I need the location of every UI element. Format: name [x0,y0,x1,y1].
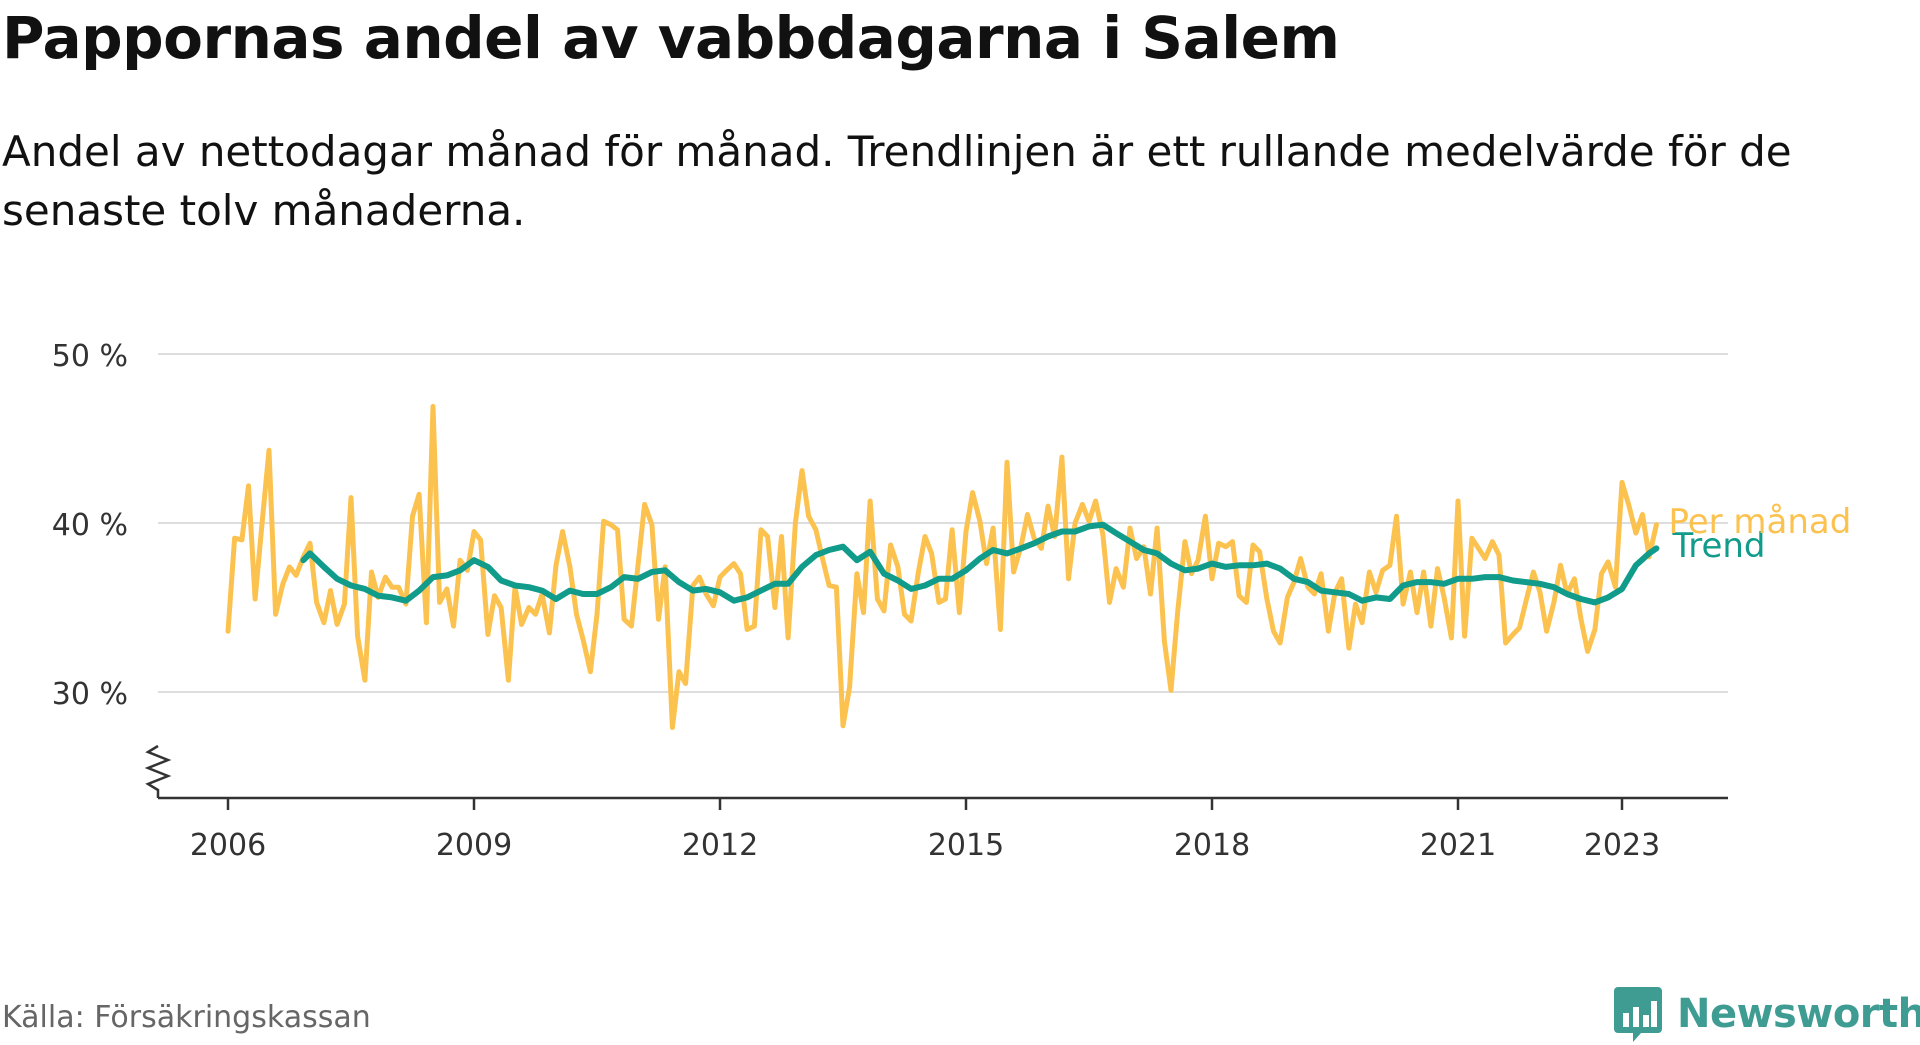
source-note: Källa: Försäkringskassan [2,1000,371,1035]
series-label-trend: Trend [1671,526,1765,566]
newsworthy-logo-icon [1614,987,1662,1042]
y-tick-label: 40 % [52,508,128,543]
x-tick-label: 2015 [928,828,1004,863]
x-tick-label: 2012 [682,828,758,863]
x-axis-labels: 2006 2009 2012 2015 2018 2021 2023 [190,828,1660,863]
y-tick-label: 30 % [52,677,128,712]
series-lines [225,403,1660,730]
series-label-per-manad: Per månad [1668,502,1851,542]
brand-logo-link[interactable]: Newsworthy [1613,983,1920,1045]
brand-name: Newsworthy [1677,991,1920,1037]
x-axis [144,744,1728,810]
x-tick-label: 2021 [1420,828,1496,863]
x-tick-label: 2009 [436,828,512,863]
y-axis-labels: 30 % 40 % 50 % [52,339,128,712]
series-line-trend [300,521,1660,606]
axis-break-icon [144,744,172,798]
series-line-per-manad [225,403,1659,730]
chart-title: Pappornas andel av vabbdagarna i Salem [2,4,1340,72]
x-tick-label: 2006 [190,828,266,863]
gridlines [158,353,1728,693]
x-tick-label: 2023 [1584,828,1660,863]
y-tick-label: 50 % [52,339,128,374]
chart-subtitle: Andel av nettodagar månad för månad. Tre… [2,127,1792,235]
x-tick-label: 2018 [1174,828,1250,863]
